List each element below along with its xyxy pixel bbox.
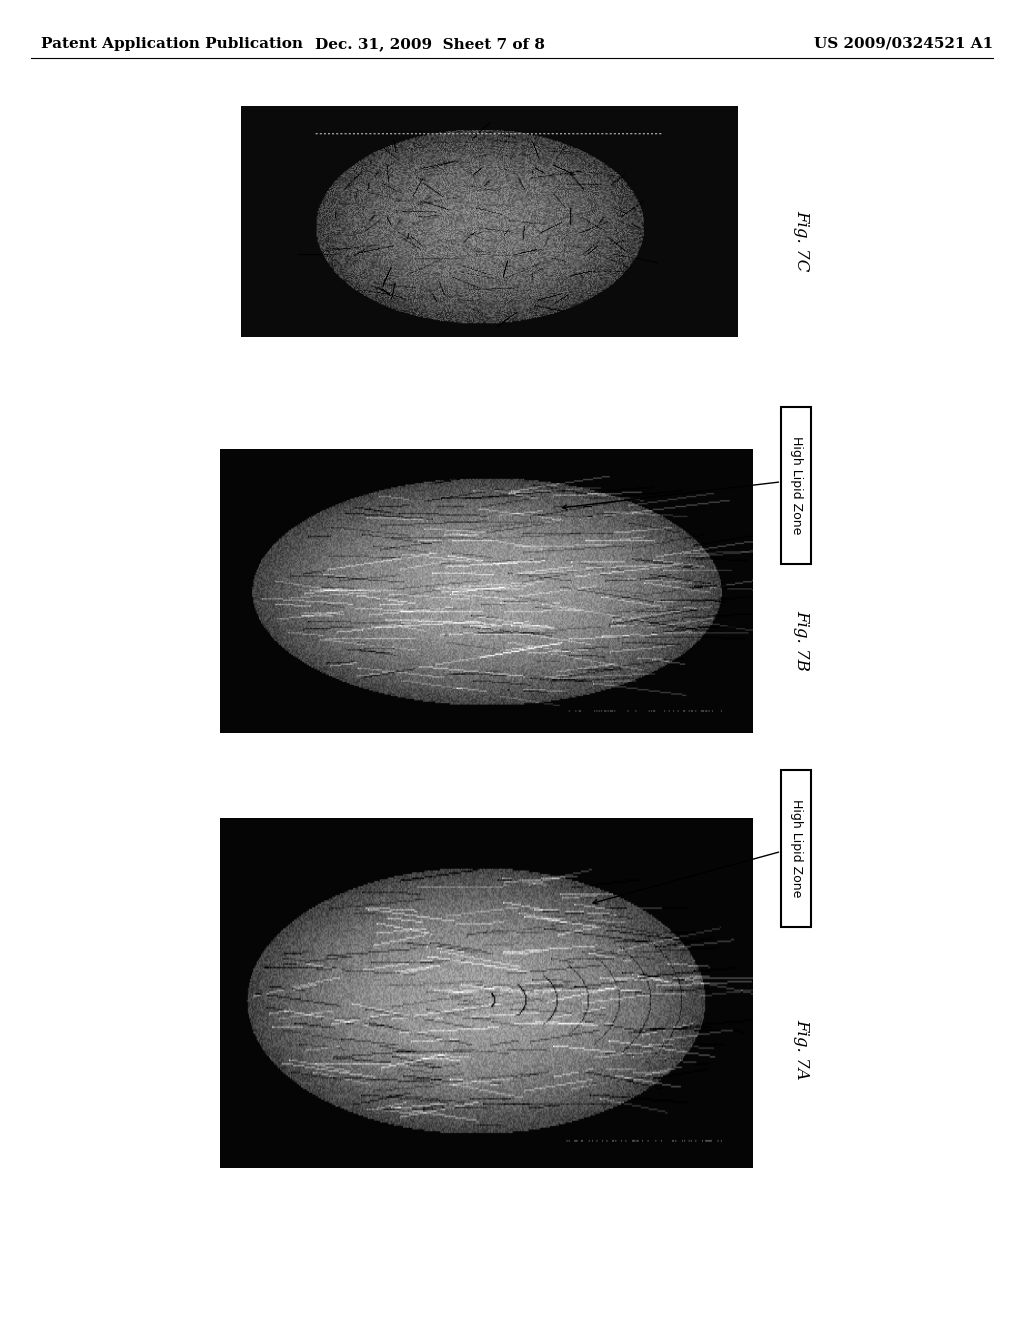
Text: Patent Application Publication: Patent Application Publication [41,37,303,51]
Text: High Lipid Zone: High Lipid Zone [790,799,803,898]
Text: Dec. 31, 2009  Sheet 7 of 8: Dec. 31, 2009 Sheet 7 of 8 [315,37,545,51]
Text: Fig. 7C: Fig. 7C [794,210,811,271]
Text: Fig. 7B: Fig. 7B [794,610,811,671]
Text: Fig. 7A: Fig. 7A [794,1019,811,1080]
Text: US 2009/0324521 A1: US 2009/0324521 A1 [814,37,993,51]
FancyBboxPatch shape [781,770,811,927]
FancyBboxPatch shape [781,407,811,564]
Text: High Lipid Zone: High Lipid Zone [790,436,803,535]
